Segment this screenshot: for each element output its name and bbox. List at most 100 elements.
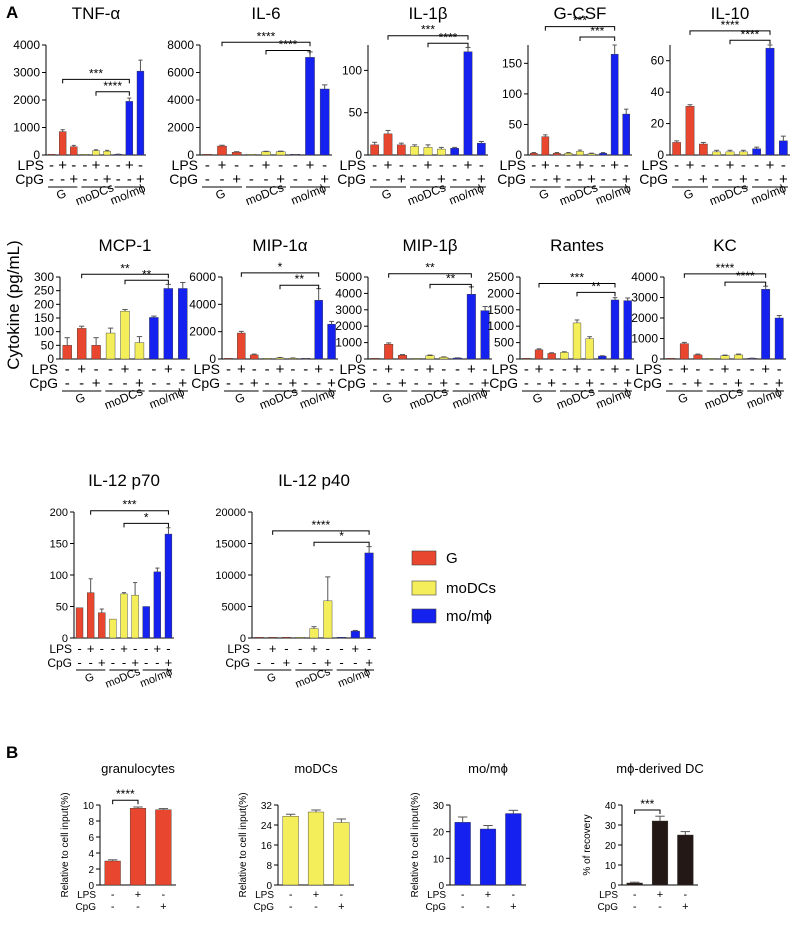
cpg-sign: - [239, 375, 244, 392]
y-tick-label: 0 [355, 148, 362, 162]
lps-sign: - [414, 361, 419, 378]
cpg-sign: - [612, 171, 617, 188]
y-tick-label: 3000 [335, 303, 362, 317]
y-tick-label: 0 [240, 633, 246, 645]
lps-sign: - [249, 157, 254, 174]
significance-bracket [124, 279, 169, 285]
cpg-sign: - [601, 171, 606, 188]
y-tick-label: 3000 [13, 66, 40, 80]
cpg-sign: + [69, 171, 78, 188]
lps-sign: - [455, 361, 460, 378]
significance-bracket [95, 91, 130, 96]
cpg-sign: - [386, 171, 391, 188]
lps-sign: + [269, 641, 277, 656]
y-tick-label: 10 [433, 854, 445, 865]
lps-sign: - [234, 157, 239, 174]
group-label: G [380, 186, 394, 202]
significance-bracket [272, 530, 370, 535]
cpg-sign: + [547, 375, 556, 392]
cpg-sign: - [688, 171, 693, 188]
row-label-cpg: CpG [633, 375, 662, 391]
lps-sign: - [166, 641, 170, 656]
cpg-sign: + [289, 375, 298, 392]
chart-title: IL-12 p70 [88, 471, 160, 490]
bar [224, 358, 233, 360]
significance-bracket [313, 541, 370, 547]
y-tick-label: 20 [605, 841, 617, 852]
cpg-sign: - [414, 375, 419, 392]
significance-bracket [544, 26, 616, 31]
cpg-sign: - [77, 655, 81, 670]
y-tick-label: 30 [433, 801, 445, 812]
bar [425, 355, 435, 360]
y-tick-label: 0 [187, 148, 194, 162]
lps-sign: - [94, 361, 99, 378]
significance-bracket [221, 41, 311, 47]
lps-sign: - [781, 157, 786, 174]
bar [282, 816, 299, 886]
bar [305, 57, 315, 156]
bar [779, 140, 788, 156]
cpg-sign: - [155, 655, 159, 670]
row-label-cpg: CpG [597, 902, 618, 913]
cpg-sign: - [79, 375, 84, 392]
cpg-sign: - [308, 171, 313, 188]
y-tick-label: 2000 [167, 121, 194, 135]
group-label: G [531, 390, 545, 406]
lps-sign: - [108, 361, 113, 378]
lps-sign: + [77, 361, 86, 378]
cpg-sign: + [92, 375, 101, 392]
chart-title: moDCs [294, 761, 338, 776]
group-label: G [676, 390, 690, 406]
lps-sign: + [467, 361, 476, 378]
significance-bracket [279, 284, 320, 290]
y-tick-label: 32 [261, 801, 273, 812]
chart-title: mϕ-derived DC [616, 761, 703, 776]
bar [120, 310, 130, 360]
bar [761, 289, 771, 360]
bar [59, 131, 67, 156]
bar [370, 144, 379, 156]
cpg-sign: - [298, 655, 302, 670]
chart-title: mo/mϕ [468, 761, 508, 776]
lps-sign: - [399, 157, 404, 174]
bar [319, 88, 330, 156]
cpg-sign: + [165, 655, 173, 670]
row-label-cpg: CpG [15, 171, 44, 187]
cpg-sign: + [739, 171, 748, 188]
significance-label: **** [736, 269, 755, 283]
chart-title: IL-6 [251, 4, 280, 23]
lps-sign: - [372, 361, 377, 378]
bar [81, 153, 89, 156]
lps-sign: + [766, 157, 775, 174]
y-tick-label: 0 [33, 148, 40, 162]
bar [109, 618, 117, 639]
significance-bracket [123, 522, 169, 528]
cpg-sign: - [249, 171, 254, 188]
significance-bracket [387, 35, 469, 40]
group-label: G [233, 390, 247, 406]
chart-title: IL-10 [711, 4, 750, 23]
cpg-sign: - [537, 375, 542, 392]
lps-sign: + [541, 157, 550, 174]
lps-sign: + [384, 361, 393, 378]
bar [370, 358, 380, 360]
bar [309, 628, 319, 639]
lps-sign: - [511, 889, 515, 901]
lps-sign: + [384, 157, 393, 174]
chart-title: IL-1β [408, 4, 447, 23]
lps-sign: - [777, 361, 782, 378]
row-label-lps: LPS [492, 361, 518, 377]
cpg-sign: - [270, 655, 274, 670]
bar [720, 355, 730, 360]
cpg-sign: - [65, 375, 70, 392]
row-label-cpg: CpG [337, 171, 366, 187]
y-tick-label: 10 [83, 801, 95, 812]
bar [295, 637, 305, 639]
cpg-sign: - [600, 375, 605, 392]
lps-sign: + [135, 889, 141, 901]
